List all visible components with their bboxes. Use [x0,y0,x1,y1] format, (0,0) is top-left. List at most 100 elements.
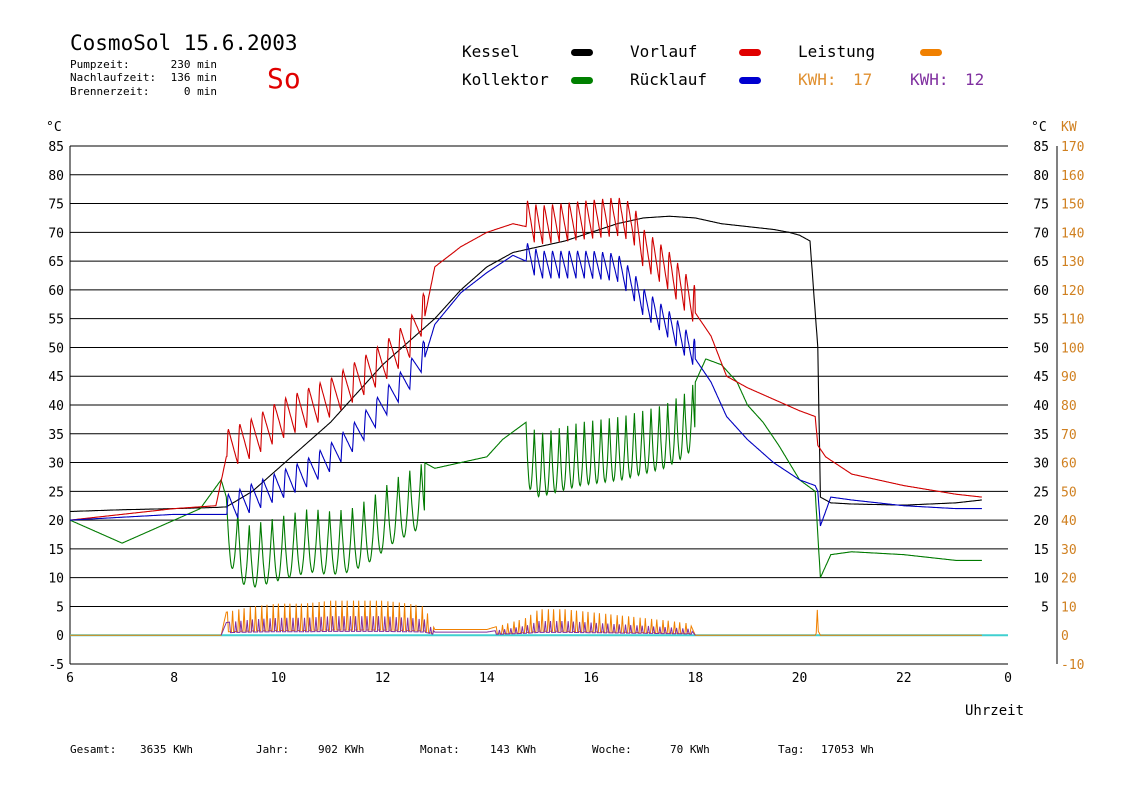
y-tick-power: 100 [1061,341,1084,356]
kwh-value-2: 12 [965,70,984,89]
x-axis-label: Uhrzeit [965,703,1024,719]
legend: Kessel Kollektor Vorlauf Rücklauf Leistu… [462,42,984,89]
series-line-vorlauf [70,197,983,521]
y-tick-left: 35 [48,428,64,443]
y-tick-power: 160 [1061,169,1084,184]
info-value-pumpzeit: 230 min [171,58,217,71]
legend-label-kollektor: Kollektor [462,70,549,89]
y-tick-left: 10 [48,572,64,587]
y-tick-left: 30 [48,457,64,472]
series-line-leistung-secondary [220,616,696,636]
y-tick-left: 20 [48,514,64,529]
y-tick-right: 40 [1033,399,1049,414]
y-tick-right: 45 [1033,370,1049,385]
footer-stats: Gesamt: 3635 KWh Jahr: 902 KWh Monat: 14… [70,743,874,756]
y-tick-right: 65 [1033,255,1049,270]
legend-label-ruecklauf: Rücklauf [630,70,707,89]
x-tick: 16 [583,671,599,686]
y-tick-power: 0 [1061,629,1069,644]
x-tick: 8 [170,671,178,686]
y-tick-left: -5 [48,658,64,673]
y-tick-right: 35 [1033,428,1049,443]
info-label-nachlaufzeit: Nachlaufzeit: [70,71,156,84]
y-tick-left: 80 [48,169,64,184]
footer-value-tag: 17053 Wh [821,743,874,756]
legend-swatch-kessel [571,49,593,56]
y-tick-power: 140 [1061,226,1084,241]
legend-swatch-leistung [920,49,942,56]
y-tick-power: 150 [1061,198,1084,213]
y-tick-power: 10 [1061,600,1077,615]
y-tick-right: 25 [1033,485,1049,500]
y-tick-right: 60 [1033,284,1049,299]
footer-value-jahr: 902 KWh [318,743,364,756]
y-tick-left: 15 [48,543,64,558]
y-tick-power: 90 [1061,370,1077,385]
y-tick-power: 40 [1061,514,1077,529]
y-tick-left: 25 [48,485,64,500]
x-tick: 10 [271,671,287,686]
legend-swatch-kollektor [571,77,593,84]
x-tick: 0 [1004,671,1012,686]
series-line-kollektor [69,358,982,588]
legend-swatch-ruecklauf [739,77,761,84]
series [69,197,1008,637]
y-tick-power: 170 [1061,140,1084,155]
y-tick-power: 120 [1061,284,1084,299]
footer-value-monat: 143 KWh [490,743,536,756]
y-tick-right: 85 [1033,140,1049,155]
footer-label-gesamt: Gesamt: [70,743,116,756]
y-tick-left: 65 [48,255,64,270]
y-tick-right: 30 [1033,457,1049,472]
y-tick-left: 55 [48,313,64,328]
y-tick-left: 40 [48,399,64,414]
info-value-nachlaufzeit: 136 min [171,71,217,84]
y-tick-left: 70 [48,226,64,241]
y-tick-right: 75 [1033,198,1049,213]
footer-label-monat: Monat: [420,743,460,756]
footer-value-gesamt: 3635 KWh [140,743,193,756]
y-tick-right: 70 [1033,226,1049,241]
y-tick-right: 20 [1033,514,1049,529]
y-tick-power: 130 [1061,255,1084,270]
x-tick: 20 [792,671,808,686]
tick-labels: 8580757065605550454035302520151050-58580… [48,140,1084,686]
footer-label-jahr: Jahr: [256,743,289,756]
info-value-brennerzeit: 0 min [184,85,217,98]
y-axis-unit-right: °C [1031,120,1047,135]
y-tick-right: 55 [1033,313,1049,328]
y-tick-right: 15 [1033,543,1049,558]
legend-label-kessel: Kessel [462,42,520,61]
y-tick-left: 0 [56,629,64,644]
y-tick-power: 30 [1061,543,1077,558]
info-label-brennerzeit: Brennerzeit: [70,85,149,98]
y-tick-power: -10 [1061,658,1084,673]
series-line-kessel [70,215,982,513]
footer-value-woche: 70 KWh [670,743,710,756]
series-line-leistung [70,600,982,636]
kwh-label-1: KWH: [798,70,837,89]
y-tick-right: 5 [1041,600,1049,615]
x-tick: 12 [375,671,391,686]
chart-title: CosmoSol 15.6.2003 [70,31,298,55]
y-tick-left: 75 [48,198,64,213]
y-tick-left: 5 [56,600,64,615]
footer-label-woche: Woche: [592,743,632,756]
kwh-label-2: KWH: [910,70,949,89]
series-line-ruecklauf [70,243,982,527]
y-tick-power: 20 [1061,572,1077,587]
x-tick: 6 [66,671,74,686]
legend-swatch-vorlauf [739,49,761,56]
x-tick: 22 [896,671,912,686]
y-tick-power: 60 [1061,457,1077,472]
weekday-label: So [267,62,301,95]
info-label-pumpzeit: Pumpzeit: [70,58,130,71]
y-tick-power: 80 [1061,399,1077,414]
y-tick-right: 80 [1033,169,1049,184]
legend-label-vorlauf: Vorlauf [630,42,697,61]
y-tick-power: 110 [1061,313,1084,328]
kwh-value-1: 17 [853,70,872,89]
legend-label-leistung: Leistung [798,42,875,61]
y-axis-unit-left: °C [46,120,62,135]
